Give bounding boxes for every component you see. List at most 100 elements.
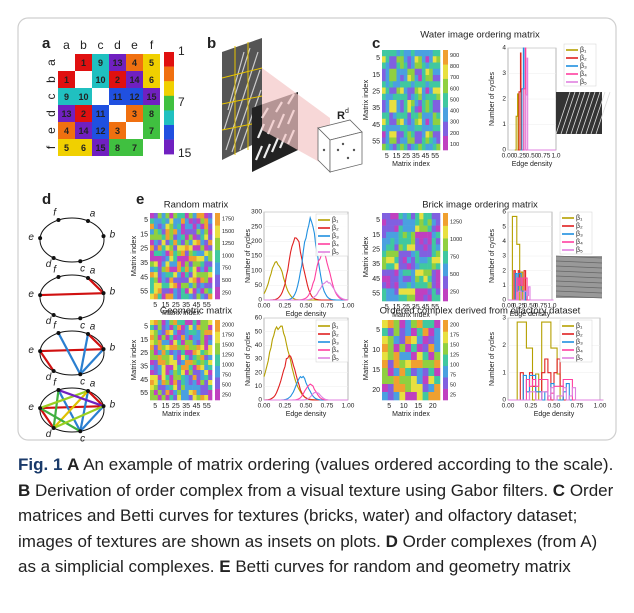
node-label: b [110, 399, 116, 410]
heatmap-cell [161, 345, 166, 351]
heatmap-cell [421, 93, 426, 101]
texture-stroke [565, 91, 581, 135]
heatmap-cell [200, 245, 205, 251]
heatmap-cell [436, 106, 441, 113]
matrix-cell [58, 139, 75, 156]
heatmap-cell [389, 106, 394, 113]
caption-key: D [385, 531, 398, 551]
heatmap-cell [416, 376, 423, 385]
cell-value: 8 [149, 109, 154, 119]
heatmap-cell [181, 218, 186, 225]
x-tick-label: 0.50 [300, 403, 313, 410]
heatmap-cell [382, 328, 389, 337]
heatmap-cell [428, 328, 435, 337]
colorbar-label: 175 [450, 332, 459, 338]
legend-label: β₄ [576, 239, 583, 246]
node-label: f [53, 377, 57, 388]
heatmap-cell [427, 231, 433, 239]
heatmap-cell [400, 62, 405, 70]
space-dim: d [345, 108, 349, 115]
texture-stroke [590, 91, 606, 135]
heatmap-cell [386, 275, 391, 283]
heatmap-cell [157, 277, 162, 284]
heatmap-cell [173, 250, 178, 257]
heatmap-cell [382, 352, 389, 361]
x-tick-label: 5 [153, 403, 157, 410]
texture-stroke [575, 91, 591, 135]
heatmap-cell [157, 272, 162, 278]
legend-label: β₂ [580, 55, 587, 62]
heatmap-cell [421, 75, 426, 82]
heatmap-cell [399, 336, 406, 345]
heatmap-cell [196, 272, 201, 278]
heatmap-cell [411, 62, 415, 70]
heatmap-cell [416, 384, 423, 393]
heatmap-cell [150, 380, 155, 386]
heatmap-cell [425, 137, 430, 145]
colorbar-label: 1500 [222, 229, 234, 235]
y-tick-label: 1 [502, 369, 506, 376]
heatmap-cell [423, 294, 428, 302]
heatmap-cell [173, 320, 178, 326]
heatmap-cell [411, 50, 415, 57]
heatmap-cell [435, 231, 441, 239]
heatmap-cell [400, 75, 405, 82]
heatmap-cell [400, 87, 405, 95]
colorbar-segment [215, 286, 220, 300]
matrix-cell [143, 88, 160, 105]
heatmap-cell [403, 62, 408, 70]
complex-outline [39, 330, 105, 376]
colorbar-segment [215, 354, 220, 367]
y-tick-label: 25 [140, 350, 148, 357]
heatmap-cell [414, 118, 419, 126]
heatmap-cell [407, 106, 412, 113]
heatmap-cell [150, 277, 155, 284]
heatmap-cell [169, 390, 174, 396]
heatmap-cell [188, 266, 193, 273]
x-tick-label: 1.0 [551, 153, 560, 160]
heatmap-cell [422, 384, 429, 393]
heatmap-cell [421, 131, 426, 138]
complex-node [38, 293, 43, 298]
heatmap-cell [208, 365, 213, 371]
x-tick-label: 55 [203, 302, 211, 309]
heatmap-cell [398, 213, 404, 220]
heatmap-cell [200, 229, 205, 235]
heatmap-cell [382, 100, 386, 107]
heatmap-cell [398, 238, 404, 245]
heatmap-cell [184, 256, 190, 262]
heatmap-cell [392, 118, 397, 126]
heatmap-cell [402, 275, 408, 283]
cell-value: 8 [115, 143, 120, 153]
heatmap-cell [157, 266, 162, 273]
colorbar-label: 700 [450, 75, 459, 81]
caption-key: C [552, 480, 566, 500]
heatmap-cell [153, 360, 159, 366]
heatmap-cell [386, 250, 391, 258]
heatmap-cell [414, 50, 419, 57]
heatmap-cell [403, 125, 408, 132]
heatmap-cell [394, 257, 399, 264]
heatmap-cell [204, 261, 209, 268]
heatmap-cell [204, 229, 209, 235]
heatmap-cell [153, 261, 159, 268]
complex-node [56, 331, 61, 336]
heatmap-cell [436, 56, 441, 63]
heatmap-cell [386, 219, 391, 226]
heatmap-cell [416, 360, 423, 369]
heatmap-cell [425, 68, 430, 76]
heatmap-cell [422, 344, 429, 353]
heatmap-cell [208, 282, 213, 289]
heatmap-cell [157, 330, 162, 336]
heatmap-cell [208, 239, 213, 246]
heatmap-cell [436, 118, 441, 126]
heatmap-cell [177, 234, 182, 241]
heatmap-cell [431, 244, 437, 252]
y-tick-label: 45 [140, 377, 148, 384]
legend-label: β₂ [576, 331, 583, 338]
heatmap-cell [184, 277, 190, 284]
heatmap-cell [208, 213, 213, 219]
heatmap-cell [415, 213, 420, 220]
matrix-cell [92, 54, 109, 71]
panel-label: c [372, 35, 380, 52]
